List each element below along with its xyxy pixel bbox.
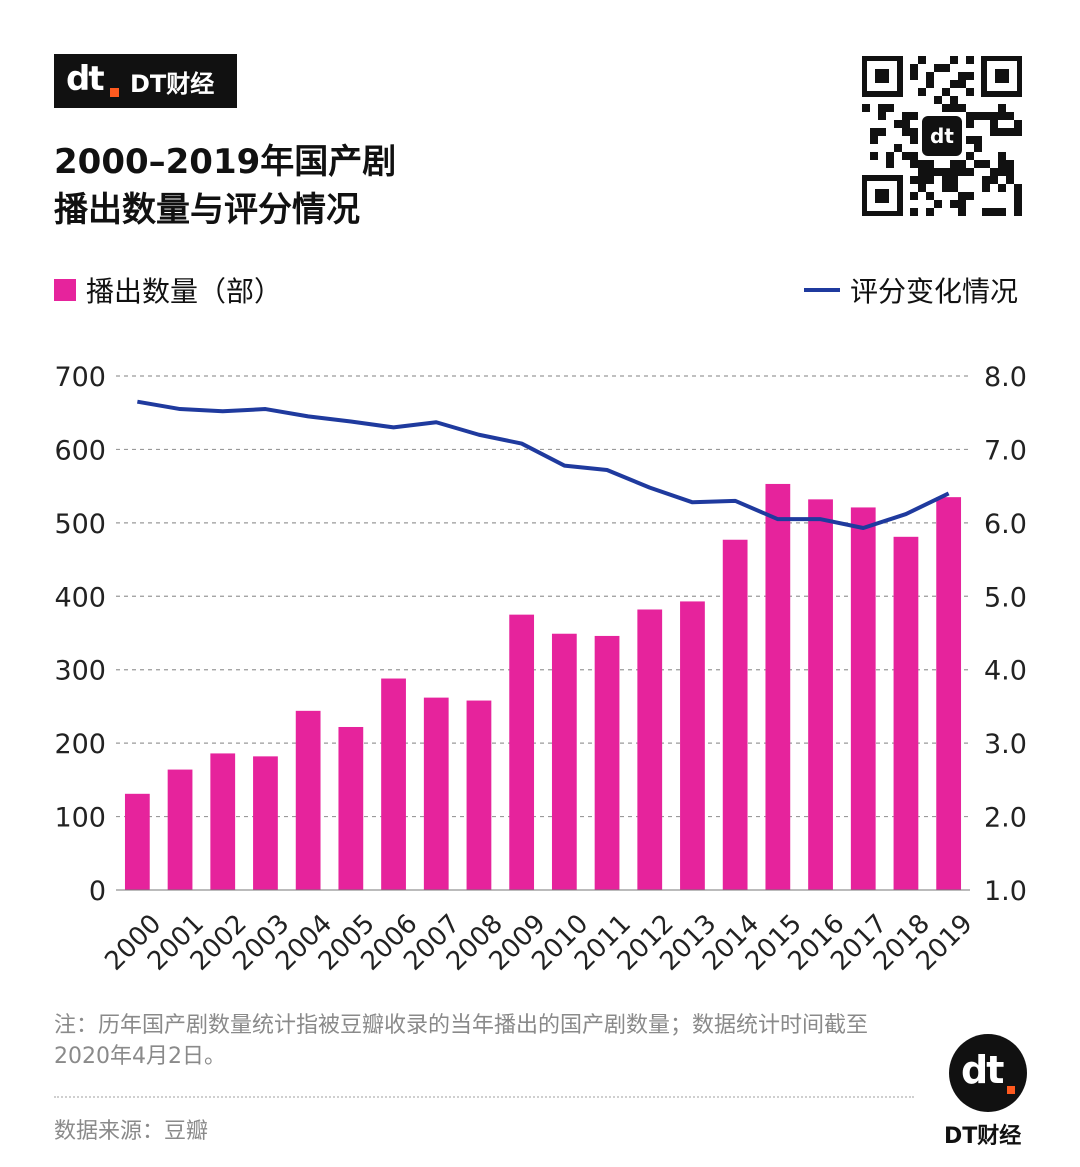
bar-2017 [850,507,876,890]
data-source: 数据来源：豆瓣 [54,1119,209,1144]
y-left-tick-label: 300 [54,656,106,687]
bar-2010 [551,633,577,890]
y-left-tick-label: 700 [54,362,106,393]
bar-2005 [338,726,364,890]
legend-bar-swatch [54,279,76,301]
bar-2018 [893,536,919,890]
bar-2015 [765,483,791,890]
legend-bar-label: 播出数量（部） [86,275,283,308]
chart-title-line2: 播出数量与评分情况 [54,190,360,230]
bar-2016 [808,499,833,890]
y-left-tick-label: 100 [54,803,106,834]
y-right-tick-label: 1.0 [984,876,1027,907]
chart-title-line1: 2000–2019年国产剧 [54,142,397,182]
bar-2008 [466,700,492,890]
y-left-tick-label: 400 [54,582,106,613]
bar-2013 [680,601,705,890]
combo-chart: 0 100 200 300 400 500 600 700 1.0 2.0 3.0 4.0 5.0 6.0… [54,362,1027,977]
dt-logo-icon: dt [66,59,126,101]
logo-mark-text: dt [961,1048,1004,1092]
y-right-tick-label: 4.0 [984,656,1027,687]
brand-dot [110,88,119,97]
legend-line-label: 评分变化情况 [849,275,1018,308]
footer-brand: DT财经 [944,1124,1022,1149]
y-left-tick-label: 500 [54,509,106,540]
bar-2011 [594,635,620,890]
bar-2002 [210,753,236,890]
y-right-tick-label: 5.0 [984,582,1027,613]
dt-logo-icon: dt [949,1034,1027,1112]
bar-2007 [423,697,449,890]
logo-dot [1007,1086,1015,1094]
bar-2001 [167,769,193,890]
y-right-tick-label: 8.0 [984,362,1027,393]
chart-title: 2000–2019年国产剧 播出数量与评分情况 [54,138,396,234]
legend-line-swatch [803,288,840,292]
y-right-tick-label: 7.0 [984,435,1027,466]
legend-bars: 播出数量（部） [54,270,282,310]
divider [54,1096,914,1098]
legend-line: 评分变化情况 [803,270,1018,310]
brand-badge: dt DT财经 [54,54,237,108]
y-left-tick-label: 200 [54,729,106,760]
y-right-tick-label: 2.0 [984,803,1027,834]
svg-text:dt: dt [930,124,954,148]
bar-2004 [295,710,321,890]
brand-name: DT财经 [130,69,215,98]
bar-2014 [722,539,748,890]
bar-2006 [381,678,406,890]
bar-2009 [509,614,535,890]
y-right-tick-label: 3.0 [984,729,1027,760]
y-right-tick-label: 6.0 [984,509,1027,540]
y-left-tick-label: 0 [89,876,106,907]
brand-mark-text: dt [66,59,105,99]
bar-2019 [936,497,962,890]
rating-line [137,399,950,530]
bar-2000 [124,793,150,890]
bar-2003 [253,756,278,890]
bar-2012 [637,609,663,890]
y-left-tick-label: 600 [54,435,106,466]
qr-code-icon: dt [862,56,1022,216]
footnote: 注：历年国产剧数量统计指被豆瓣收录的当年播出的国产剧数量；数据统计时间截至202… [54,1013,869,1069]
